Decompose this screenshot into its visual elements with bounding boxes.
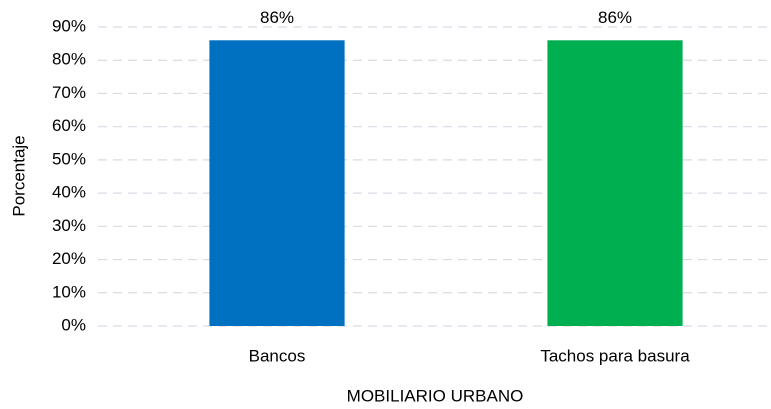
y-tick-label: 20% (52, 249, 86, 268)
x-tick-label: Bancos (249, 346, 306, 365)
x-axis-title: MOBILIARIO URBANO (347, 386, 524, 405)
y-tick-label: 80% (52, 50, 86, 69)
y-tick-label: 70% (52, 83, 86, 102)
x-tick-label: Tachos para basura (540, 346, 690, 365)
bar (547, 40, 683, 327)
y-tick-label: 90% (52, 16, 86, 35)
y-tick-label: 50% (52, 149, 86, 168)
y-tick-label: 60% (52, 116, 86, 135)
y-axis-title: Porcentaje (9, 135, 28, 216)
y-tick-label: 10% (52, 282, 86, 301)
data-label: 86% (598, 8, 632, 27)
data-label: 86% (260, 8, 294, 27)
y-tick-label: 40% (52, 183, 86, 202)
y-tick-label: 0% (61, 315, 86, 334)
y-tick-label: 30% (52, 216, 86, 235)
bar (209, 40, 345, 327)
